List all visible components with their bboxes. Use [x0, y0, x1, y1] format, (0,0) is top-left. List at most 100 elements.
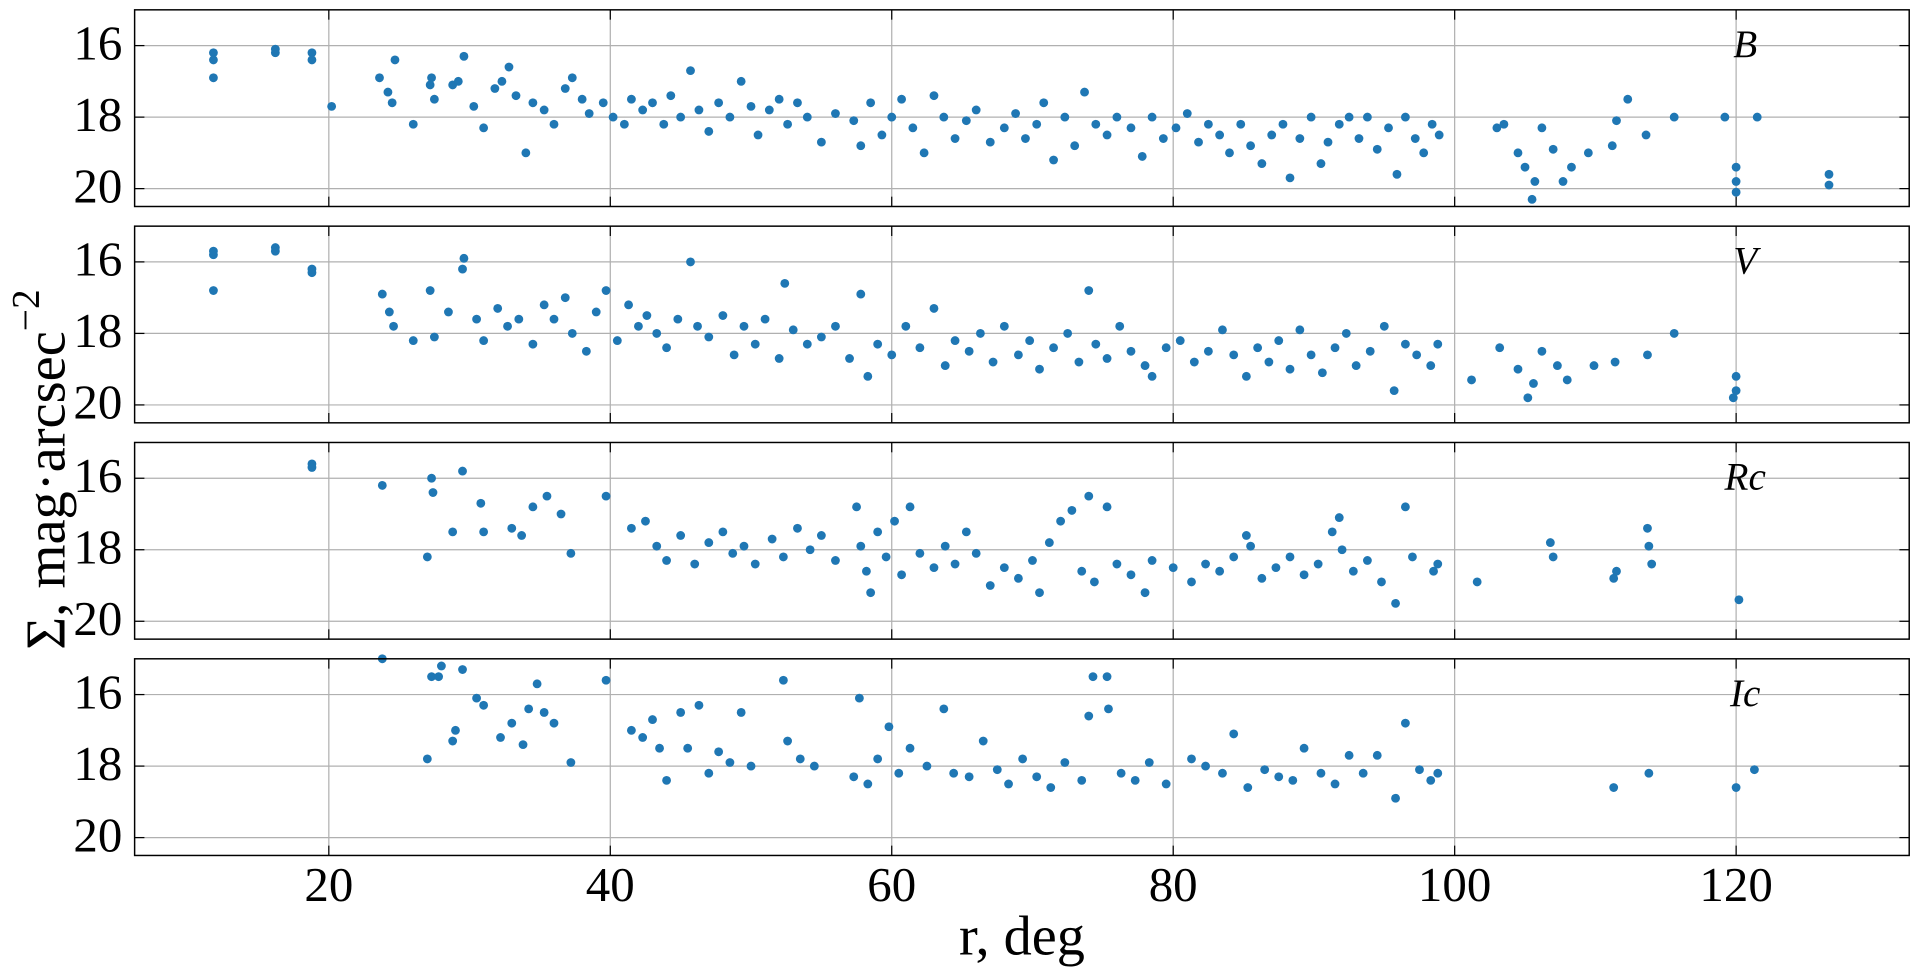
data-point: [1558, 177, 1568, 186]
data-point: [1499, 119, 1509, 129]
data-point: [1225, 148, 1234, 158]
data-point: [518, 740, 528, 750]
data-point: [1351, 361, 1361, 371]
data-point: [598, 98, 608, 108]
data-point: [648, 98, 657, 108]
data-point: [1049, 155, 1058, 165]
data-point: [992, 765, 1002, 775]
data-point: [736, 76, 746, 86]
data-point: [856, 289, 866, 299]
panel-label: B: [1733, 23, 1757, 66]
data-point: [1102, 130, 1112, 140]
data-point: [1218, 768, 1227, 778]
data-point: [427, 672, 436, 682]
data-point: [1049, 343, 1058, 353]
data-point: [774, 354, 784, 363]
data-point: [1285, 552, 1295, 562]
data-point: [1433, 339, 1443, 349]
data-point: [641, 516, 650, 526]
data-point: [1161, 779, 1171, 789]
data-point: [375, 73, 384, 83]
data-point: [950, 559, 960, 569]
data-point: [1334, 119, 1344, 129]
data-point: [1728, 393, 1738, 403]
data-point: [422, 552, 432, 562]
data-point: [408, 336, 418, 346]
data-point: [1419, 148, 1429, 158]
data-point: [469, 101, 479, 111]
data-point: [1433, 559, 1443, 569]
data-point: [780, 278, 790, 288]
data-point: [795, 754, 805, 764]
data-point: [1025, 336, 1035, 346]
data-point: [739, 541, 749, 551]
points: [209, 243, 1741, 403]
data-point: [725, 758, 735, 767]
data-point: [753, 130, 763, 140]
data-point: [1647, 559, 1657, 569]
y-tick-label: 20: [73, 158, 122, 213]
data-point: [863, 779, 873, 789]
data-point: [427, 473, 436, 483]
data-point: [1028, 556, 1037, 565]
data-point: [591, 307, 601, 317]
y-tick-label: 20: [73, 375, 122, 430]
data-point: [1077, 566, 1087, 576]
data-point: [1644, 541, 1654, 551]
data-point: [566, 758, 576, 767]
data-point: [1824, 169, 1834, 179]
data-point: [1137, 152, 1147, 161]
data-point: [949, 768, 959, 778]
data-point: [1080, 87, 1089, 97]
x-tick-label: 100: [1418, 857, 1491, 912]
data-point: [387, 98, 397, 108]
data-point: [881, 552, 891, 562]
data-point: [1084, 286, 1094, 295]
data-point: [458, 466, 467, 476]
data-point: [1130, 775, 1140, 785]
data-point: [539, 105, 549, 115]
data-point: [1669, 329, 1679, 338]
data-point: [676, 112, 686, 122]
data-point: [783, 736, 793, 746]
data-point: [560, 293, 570, 303]
data-point: [1384, 123, 1393, 133]
data-point: [778, 675, 788, 685]
data-point: [1126, 123, 1136, 133]
data-point: [802, 339, 812, 349]
data-point: [999, 321, 1009, 331]
x-tick-label: 20: [304, 857, 353, 912]
data-point: [1112, 112, 1122, 122]
data-point: [1358, 768, 1368, 778]
data-point: [1140, 588, 1150, 598]
data-point: [704, 332, 714, 342]
data-point: [714, 98, 724, 108]
data-point: [704, 768, 714, 778]
data-point: [964, 346, 974, 356]
data-point: [666, 91, 676, 101]
data-point: [694, 105, 704, 115]
data-point: [1102, 354, 1112, 363]
data-point: [1161, 343, 1171, 353]
data-point: [975, 329, 985, 338]
x-tick-label: 60: [867, 857, 916, 912]
x-axis-label: r, deg: [959, 905, 1085, 967]
data-point: [1323, 137, 1333, 147]
data-point: [1548, 144, 1558, 154]
data-point: [528, 339, 538, 349]
data-point: [1731, 187, 1741, 197]
data-point: [750, 339, 760, 349]
data-point: [1372, 144, 1382, 154]
data-point: [1056, 516, 1066, 526]
data-point: [971, 548, 981, 558]
data-point: [307, 463, 317, 472]
data-point: [427, 73, 436, 83]
data-point: [556, 509, 566, 519]
data-point: [788, 325, 798, 335]
data-point: [950, 336, 960, 346]
data-point: [1330, 343, 1340, 353]
data-point: [1229, 350, 1239, 360]
data-point: [428, 488, 438, 497]
data-point: [683, 743, 693, 753]
data-point: [1337, 545, 1347, 555]
